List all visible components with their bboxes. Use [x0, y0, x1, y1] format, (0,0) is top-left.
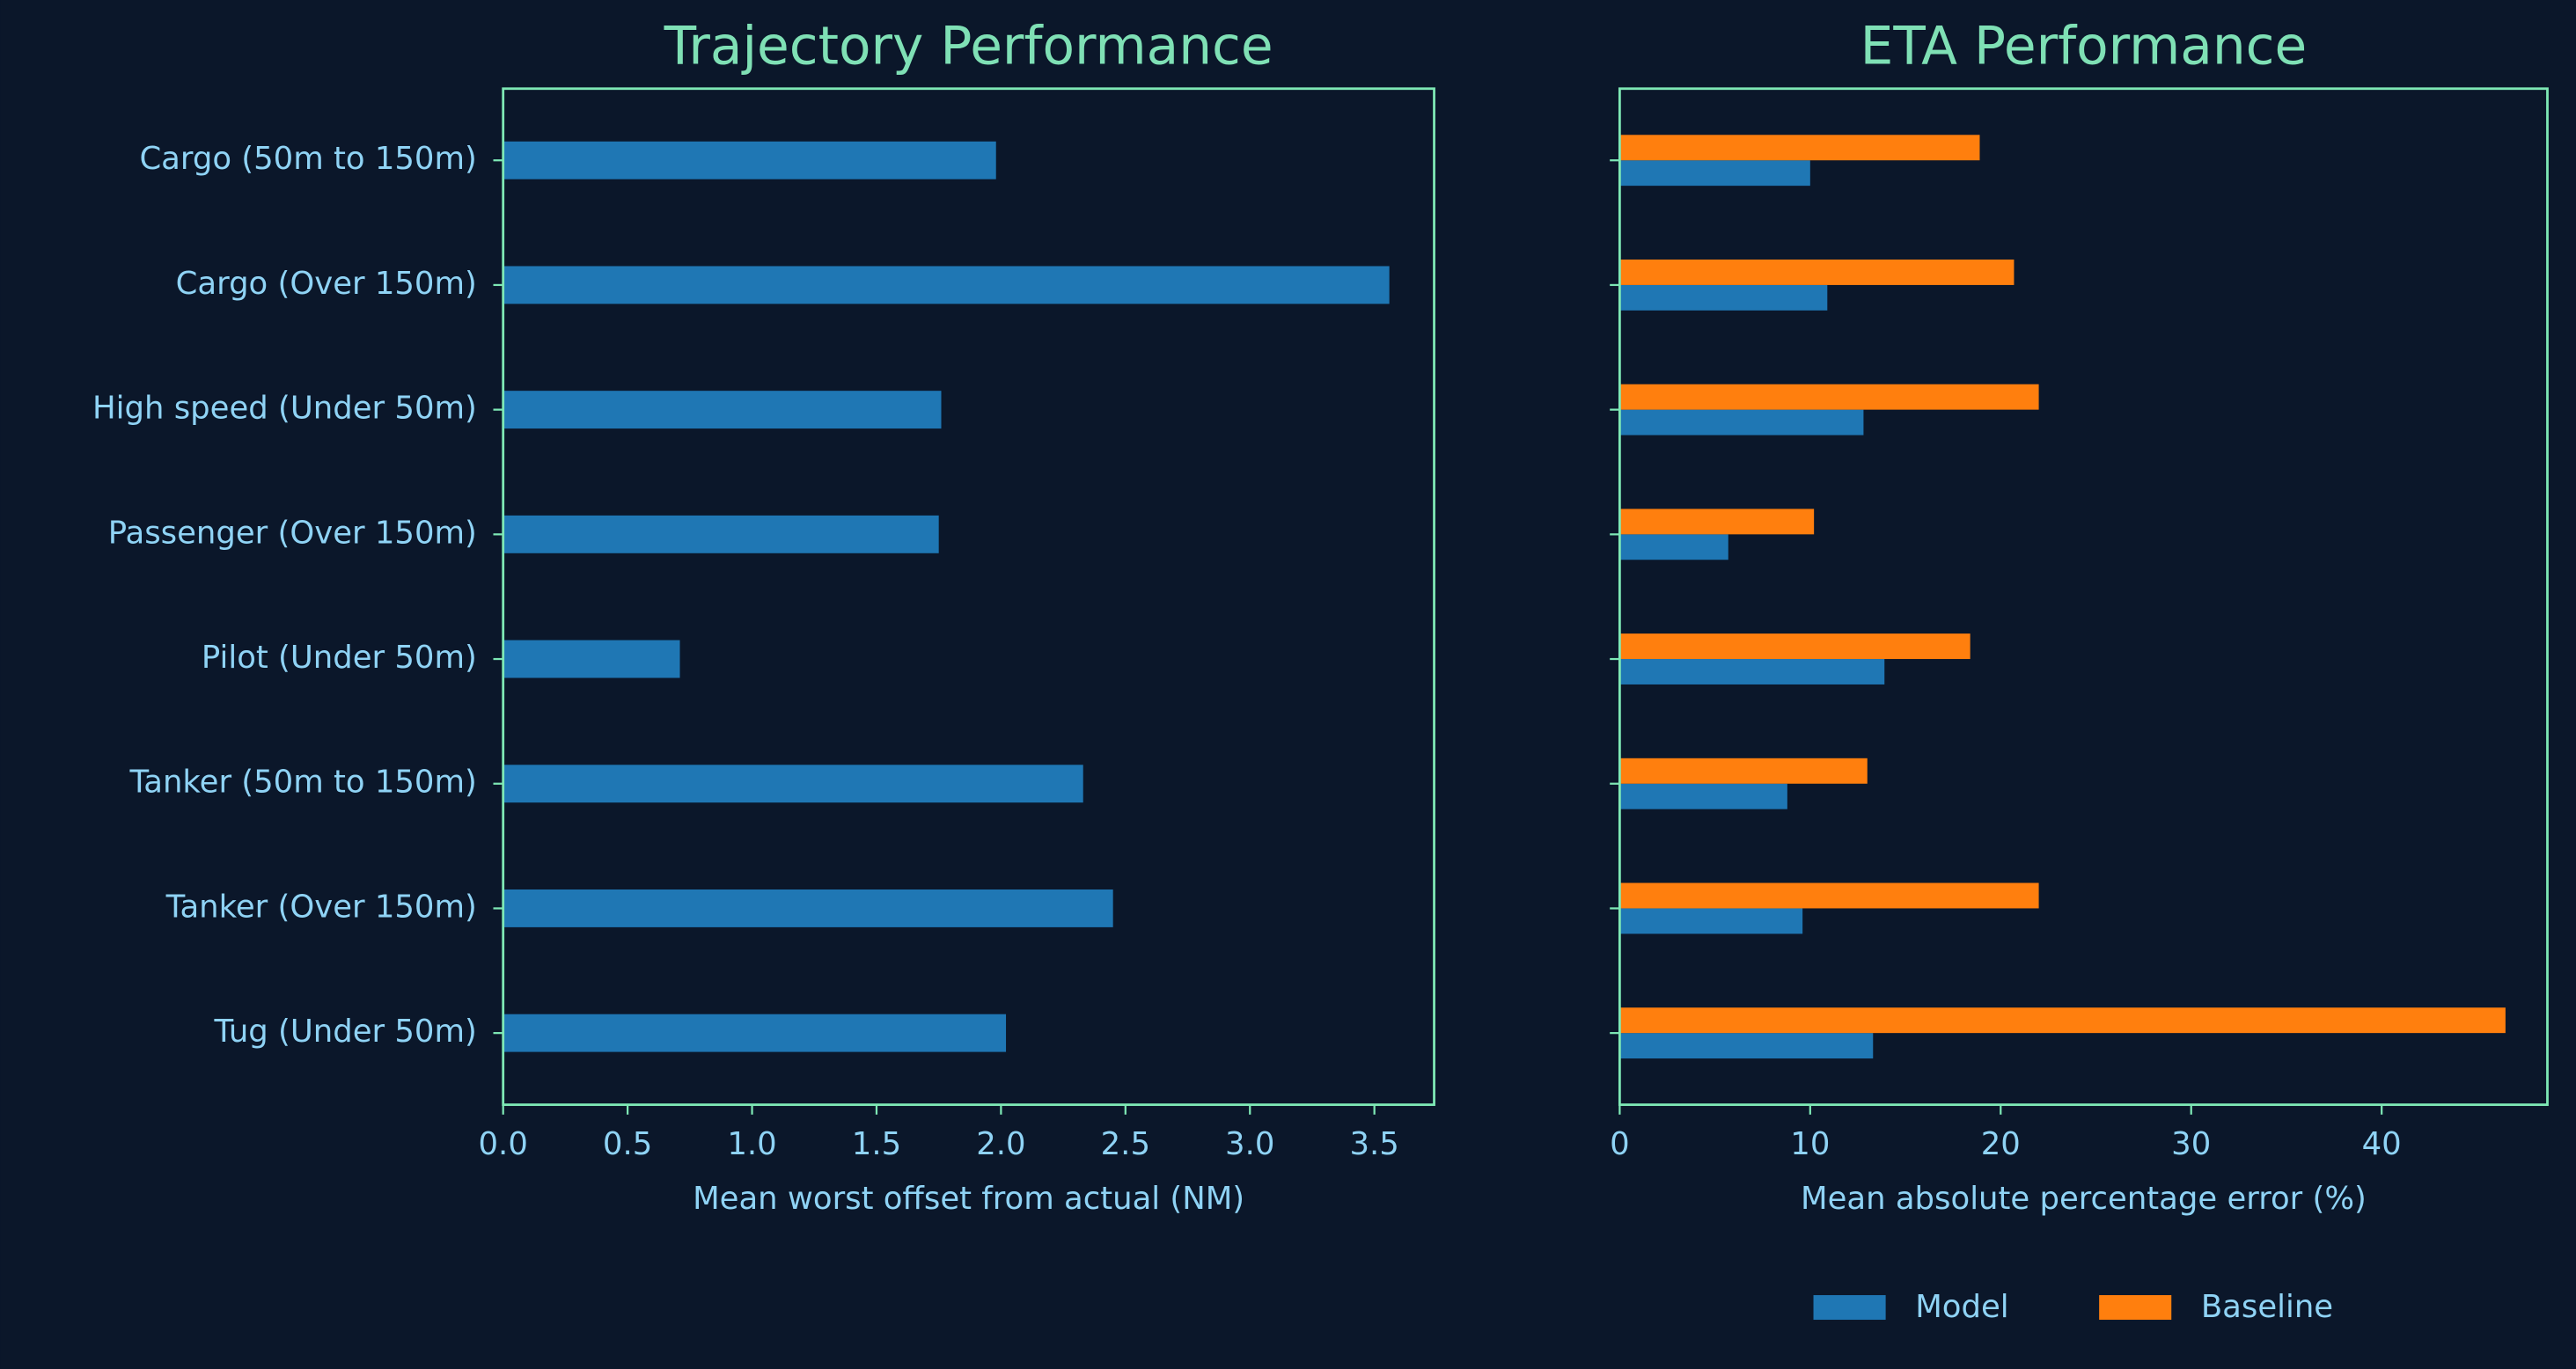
bar [1619, 1007, 2506, 1034]
x-tick-label: 0.0 [479, 1126, 528, 1162]
x-axis-label: Mean worst offset from actual (NM) [693, 1181, 1244, 1217]
y-tick-label: Cargo (50m to 150m) [139, 141, 476, 177]
y-tick-label: Pilot (Under 50m) [202, 640, 477, 676]
x-tick-label: 10 [1790, 1126, 1830, 1162]
bar [503, 515, 939, 553]
axes-frame [502, 87, 1435, 1107]
x-tick-label: 3.0 [1225, 1126, 1274, 1162]
x-tick-label: 3.5 [1349, 1126, 1398, 1162]
bar [1619, 284, 1828, 311]
chart-title: ETA Performance [1860, 17, 2308, 77]
bar [503, 266, 1390, 304]
bar [1619, 659, 1885, 684]
bar [1619, 509, 1815, 535]
y-tick-label: Tanker (Over 150m) [165, 889, 477, 925]
bar [503, 391, 942, 429]
axes-frame [1618, 87, 2549, 1107]
bar [503, 765, 1083, 803]
bar [1619, 783, 1787, 809]
x-tick-label: 1.0 [727, 1126, 776, 1162]
x-tick-label: 2.5 [1101, 1126, 1150, 1162]
legend-swatch [1813, 1295, 1886, 1321]
bar [1619, 160, 1810, 187]
bar [1619, 384, 2039, 410]
legend-swatch [2099, 1295, 2172, 1321]
y-tick-label: High speed (Under 50m) [92, 391, 477, 427]
chart-title: Trajectory Performance [664, 17, 1273, 77]
x-tick-label: 2.0 [976, 1126, 1025, 1162]
y-tick-label: Tug (Under 50m) [214, 1014, 477, 1050]
bar [503, 141, 996, 179]
bar [1619, 1033, 1874, 1059]
bar [1619, 135, 1980, 161]
bar [1619, 534, 1728, 560]
bar [1619, 882, 2039, 909]
bar [1619, 758, 1868, 784]
x-tick-label: 40 [2362, 1126, 2402, 1162]
y-tick-label: Tanker (50m to 150m) [128, 765, 476, 801]
x-tick-label: 30 [2171, 1126, 2211, 1162]
x-tick-label: 0 [1610, 1126, 1630, 1162]
bar [503, 1014, 1007, 1052]
bar [1619, 908, 1803, 934]
bar [503, 640, 680, 678]
bar [1619, 260, 2015, 285]
x-tick-label: 0.5 [603, 1126, 652, 1162]
y-tick-label: Cargo (Over 150m) [176, 266, 477, 302]
legend-label: Model [1915, 1289, 2008, 1325]
x-axis-label: Mean absolute percentage error (%) [1801, 1181, 2367, 1217]
bar [503, 889, 1113, 927]
bar [1619, 633, 1971, 660]
x-tick-label: 1.5 [852, 1126, 901, 1162]
bar [1619, 409, 1864, 436]
y-tick-label: Passenger (Over 150m) [108, 515, 477, 551]
legend-label: Baseline [2201, 1289, 2333, 1325]
x-tick-label: 20 [1981, 1126, 2021, 1162]
